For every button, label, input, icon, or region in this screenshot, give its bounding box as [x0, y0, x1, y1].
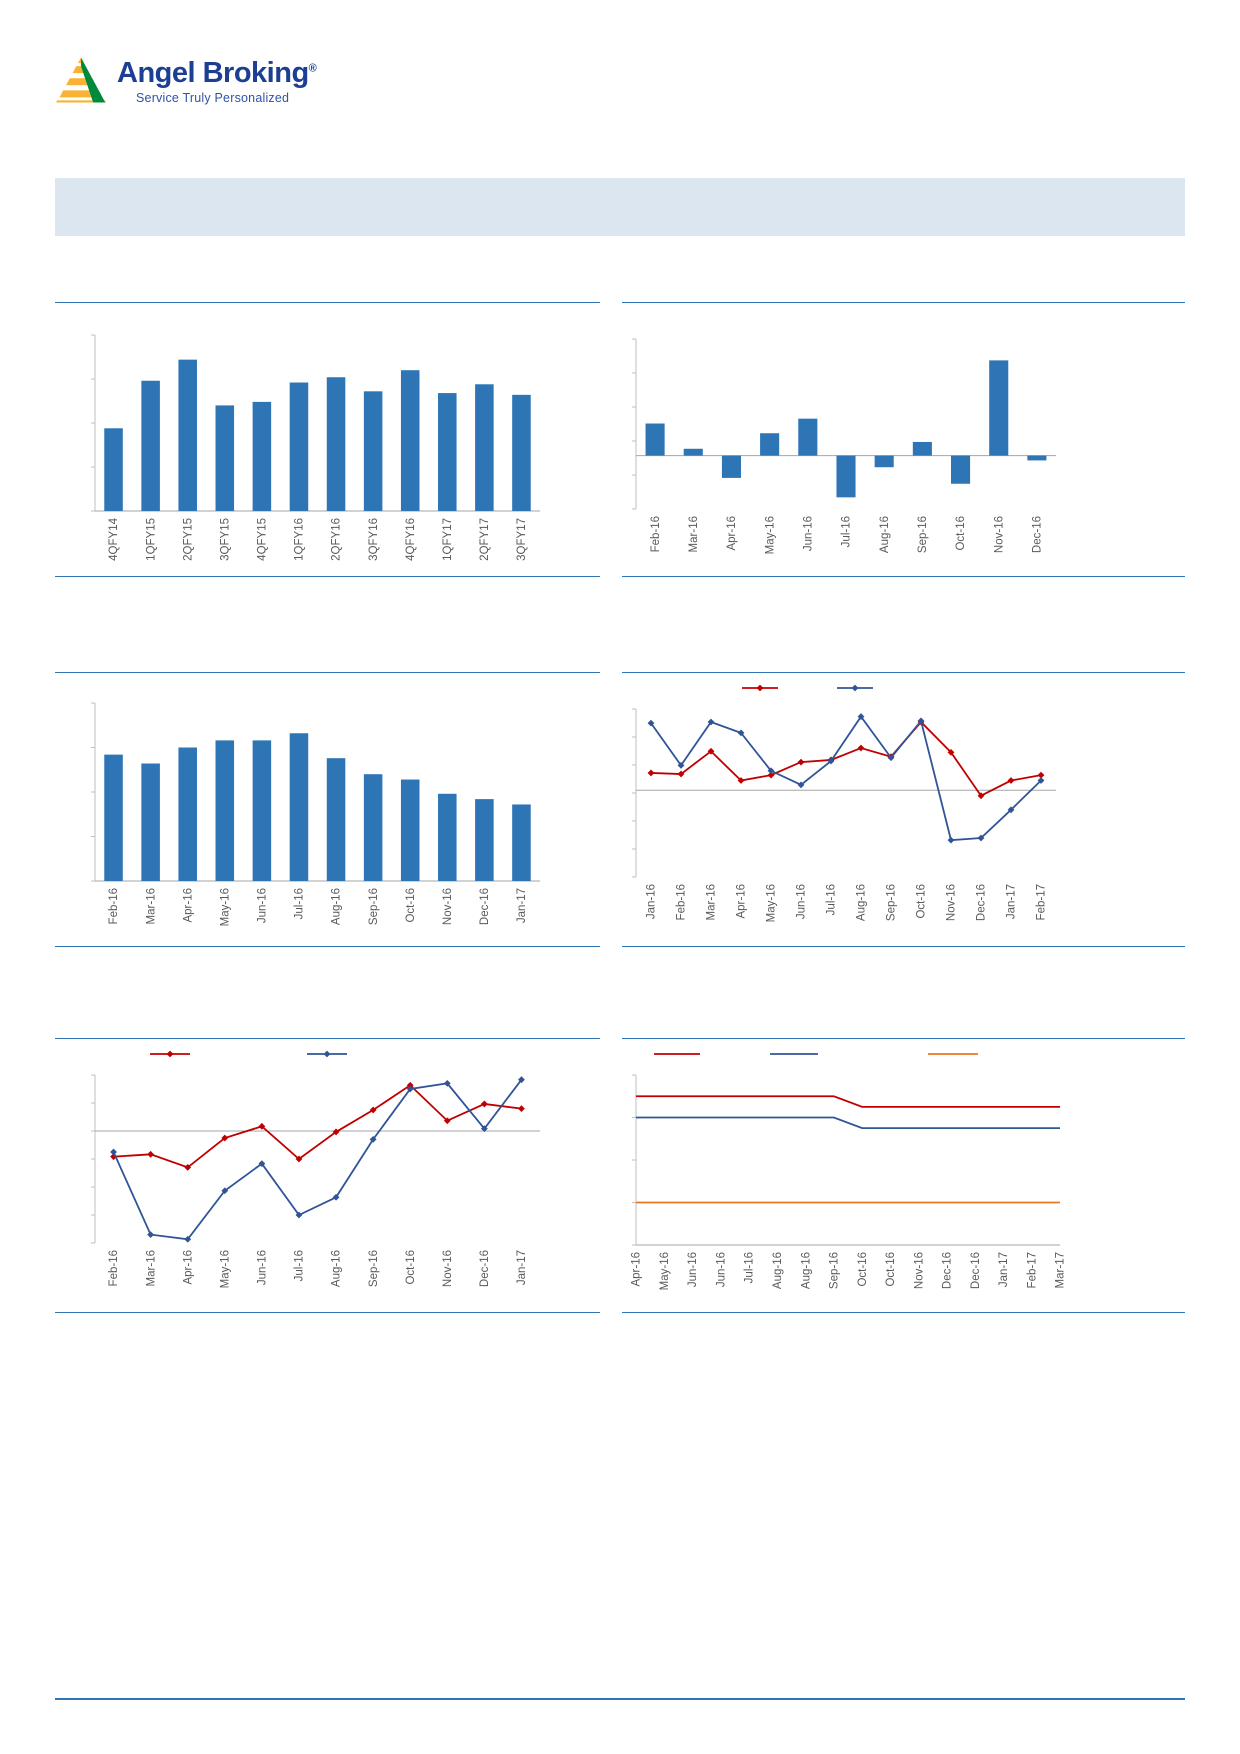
svg-text:Nov-16: Nov-16: [913, 1252, 925, 1289]
registered-mark: ®: [308, 62, 317, 75]
svg-text:Mar-16: Mar-16: [706, 884, 718, 920]
svg-text:Jan-17: Jan-17: [1006, 884, 1018, 919]
svg-text:Jan-17: Jan-17: [998, 1252, 1010, 1287]
title-banner: [55, 178, 1185, 236]
svg-text:Dec-16: Dec-16: [942, 1252, 954, 1289]
svg-text:Oct-16: Oct-16: [885, 1252, 897, 1287]
panel-dual-line-growth-chart: Jan-16 Feb-16 Mar-16 Apr-16 May-16 Jun-16 Jul-…: [622, 672, 1185, 947]
svg-text:Dec-16: Dec-16: [479, 888, 491, 925]
dual-line-growth-chart: Jan-16 Feb-16 Mar-16 Apr-16 May-16 Jun-16 Jul-…: [632, 684, 1056, 922]
svg-text:Oct-16: Oct-16: [405, 1250, 417, 1285]
svg-text:Apr-16: Apr-16: [736, 884, 748, 919]
svg-text:Feb-17: Feb-17: [1036, 884, 1048, 920]
svg-text:Sep-16: Sep-16: [886, 884, 898, 921]
quarterly-bar-chart: 4QFY14 1QFY15 2QFY15 3QFY15 4QFY15 1QFY16 2QFY…: [91, 334, 540, 561]
panel-dual-line-comparison-chart: Feb-16 Mar-16 Apr-16 May-16 Jun-16 Jul-16 Aug-…: [55, 1038, 600, 1313]
brand-name-text: Angel Broking: [117, 57, 309, 89]
brand-header: Angel Broking® Service Truly Personalize…: [55, 52, 317, 108]
svg-text:Jul-16: Jul-16: [744, 1252, 756, 1283]
svg-text:Sep-16: Sep-16: [829, 1252, 841, 1289]
svg-text:Jan-16: Jan-16: [646, 884, 658, 919]
svg-text:3QFY16: 3QFY16: [368, 518, 380, 561]
svg-text:May-16: May-16: [766, 884, 778, 922]
svg-text:Oct-16: Oct-16: [857, 1252, 869, 1287]
svg-text:Jun-16: Jun-16: [715, 1252, 727, 1287]
svg-text:Sep-16: Sep-16: [917, 516, 929, 553]
svg-text:Aug-16: Aug-16: [800, 1252, 812, 1289]
svg-text:Jun-16: Jun-16: [687, 1252, 699, 1287]
svg-text:Feb-16: Feb-16: [108, 1250, 120, 1286]
svg-text:Sep-16: Sep-16: [368, 1250, 380, 1287]
panel-monthly-trend-bar-chart: Feb-16 Mar-16 Apr-16 May-16 Jun-16 Jul-16 Aug-…: [55, 672, 600, 947]
svg-text:Feb-17: Feb-17: [1026, 1252, 1038, 1288]
svg-text:Aug-16: Aug-16: [331, 888, 343, 925]
panel-quarterly-bar-chart: 4QFY14 1QFY15 2QFY15 3QFY15 4QFY15 1QFY16 2QFY…: [55, 302, 600, 577]
svg-text:Aug-16: Aug-16: [856, 884, 868, 921]
svg-text:Feb-16: Feb-16: [650, 516, 662, 552]
footer-rule: [55, 1698, 1185, 1700]
svg-text:3QFY17: 3QFY17: [516, 518, 528, 561]
svg-text:Nov-16: Nov-16: [442, 888, 454, 925]
svg-text:Oct-16: Oct-16: [916, 884, 928, 919]
svg-text:Aug-16: Aug-16: [772, 1252, 784, 1289]
svg-text:Mar-16: Mar-16: [688, 516, 700, 552]
svg-text:Mar-16: Mar-16: [145, 1250, 157, 1286]
panel-monthly-net-change-bar-chart: Feb-16 Mar-16 Apr-16 May-16 Jun-16 Jul-16 Aug-…: [622, 302, 1185, 577]
svg-text:Jun-16: Jun-16: [802, 516, 814, 551]
svg-text:Oct-16: Oct-16: [955, 516, 967, 551]
svg-text:1QFY17: 1QFY17: [442, 518, 454, 561]
svg-text:Nov-16: Nov-16: [442, 1250, 454, 1287]
dual-line-comparison-chart: Feb-16 Mar-16 Apr-16 May-16 Jun-16 Jul-16 Aug-…: [91, 1050, 540, 1288]
svg-text:Jul-16: Jul-16: [841, 516, 853, 547]
svg-text:1QFY15: 1QFY15: [145, 518, 157, 561]
svg-text:4QFY15: 4QFY15: [257, 518, 269, 561]
svg-text:1QFY16: 1QFY16: [294, 518, 306, 561]
svg-text:May-16: May-16: [659, 1252, 671, 1290]
svg-text:3QFY15: 3QFY15: [219, 518, 231, 561]
brand-name: Angel Broking®: [117, 57, 317, 89]
svg-text:2QFY15: 2QFY15: [182, 518, 194, 561]
angel-broking-pyramid-icon: [56, 57, 106, 103]
monthly-net-change-bar-chart: Feb-16 Mar-16 Apr-16 May-16 Jun-16 Jul-16 Aug-…: [632, 338, 1056, 554]
brand-text-block: Angel Broking® Service Truly Personalize…: [117, 52, 317, 106]
svg-text:4QFY16: 4QFY16: [405, 518, 417, 561]
svg-text:May-16: May-16: [219, 888, 231, 926]
svg-text:Mar-16: Mar-16: [145, 888, 157, 924]
svg-text:2QFY17: 2QFY17: [479, 518, 491, 561]
svg-text:Jul-16: Jul-16: [294, 1250, 306, 1281]
brand-tagline: Service Truly Personalized: [136, 91, 290, 106]
svg-text:Apr-16: Apr-16: [182, 888, 194, 923]
policy-rates-step-line-chart: Apr-16 May-16 Jun-16 Jun-16 Jul-16 Aug-16 Aug-…: [631, 1053, 1067, 1290]
svg-text:Dec-16: Dec-16: [479, 1250, 491, 1287]
panel-policy-rates-step-line-chart: Apr-16 May-16 Jun-16 Jun-16 Jul-16 Aug-16 Aug-…: [622, 1038, 1185, 1313]
svg-text:Sep-16: Sep-16: [368, 888, 380, 925]
svg-text:Jun-16: Jun-16: [796, 884, 808, 919]
monthly-trend-bar-chart: Feb-16 Mar-16 Apr-16 May-16 Jun-16 Jul-16 Aug-…: [91, 702, 540, 926]
svg-text:Nov-16: Nov-16: [993, 516, 1005, 553]
svg-text:Jan-17: Jan-17: [516, 888, 528, 923]
svg-text:Apr-16: Apr-16: [631, 1252, 643, 1287]
svg-text:Jun-16: Jun-16: [257, 1250, 269, 1285]
svg-text:Apr-16: Apr-16: [726, 516, 738, 551]
svg-text:Dec-16: Dec-16: [976, 884, 988, 921]
svg-text:Apr-16: Apr-16: [182, 1250, 194, 1285]
svg-text:Feb-16: Feb-16: [676, 884, 688, 920]
svg-text:May-16: May-16: [764, 516, 776, 554]
svg-text:Feb-16: Feb-16: [108, 888, 120, 924]
svg-text:Dec-16: Dec-16: [1032, 516, 1044, 553]
svg-text:Oct-16: Oct-16: [405, 888, 417, 923]
svg-text:Dec-16: Dec-16: [970, 1252, 982, 1289]
svg-text:Jul-16: Jul-16: [826, 884, 838, 915]
svg-text:4QFY14: 4QFY14: [108, 517, 120, 560]
svg-text:Aug-16: Aug-16: [331, 1250, 343, 1287]
svg-text:Mar-17: Mar-17: [1055, 1252, 1067, 1288]
svg-text:Aug-16: Aug-16: [879, 516, 891, 553]
svg-text:Jun-16: Jun-16: [257, 888, 269, 923]
svg-text:Jan-17: Jan-17: [516, 1250, 528, 1285]
svg-text:Nov-16: Nov-16: [946, 884, 958, 921]
svg-text:2QFY16: 2QFY16: [331, 518, 343, 561]
svg-text:Jul-16: Jul-16: [294, 888, 306, 919]
svg-text:May-16: May-16: [219, 1250, 231, 1288]
